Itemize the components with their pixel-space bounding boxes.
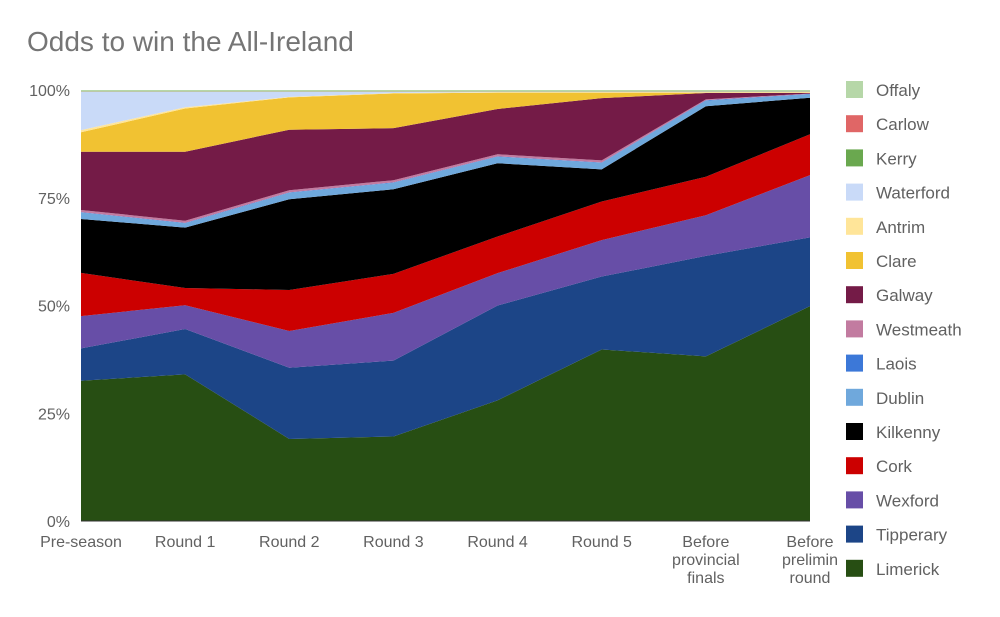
legend-label: Antrim bbox=[876, 218, 925, 237]
area-tipperary bbox=[81, 237, 810, 439]
legend-item-offaly: Offaly bbox=[846, 81, 921, 100]
y-tick-label: 25% bbox=[38, 406, 70, 423]
legend-swatch bbox=[846, 320, 863, 338]
legend-item-tipperary: Tipperary bbox=[846, 525, 948, 545]
area-wexford bbox=[81, 175, 810, 368]
legend-label: Carlow bbox=[876, 115, 930, 134]
area-cork bbox=[81, 134, 810, 331]
legend-item-carlow: Carlow bbox=[846, 115, 930, 134]
x-tick-label: Round 3 bbox=[363, 534, 424, 551]
legend-item-kerry: Kerry bbox=[846, 149, 917, 168]
legend-swatch bbox=[846, 183, 863, 201]
plot-areas bbox=[81, 90, 810, 521]
area-kilkenny bbox=[81, 97, 810, 290]
axes: 0% 25% 50% 75% 100% Pre-season Round 1 Round 2 R… bbox=[29, 83, 838, 587]
legend-swatch bbox=[846, 81, 863, 98]
legend-item-waterford: Waterford bbox=[846, 183, 950, 203]
legend-swatch bbox=[846, 525, 863, 543]
legend-label: Westmeath bbox=[876, 320, 962, 339]
legend-label: Clare bbox=[876, 252, 917, 271]
legend-item-cork: Cork bbox=[846, 457, 912, 476]
legend-label: Tipperary bbox=[876, 526, 948, 545]
legend-label: Galway bbox=[876, 286, 933, 305]
x-tick-label: Before prelimin round bbox=[782, 534, 838, 587]
legend-label: Kilkenny bbox=[876, 423, 941, 442]
legend-label: Limerick bbox=[876, 560, 940, 579]
area-offaly bbox=[81, 90, 810, 92]
legend-label: Dublin bbox=[876, 389, 924, 408]
legend-item-laois: Laois bbox=[846, 354, 917, 374]
legend-item-antrim: Antrim bbox=[846, 217, 925, 237]
x-tick-label: Round 1 bbox=[155, 534, 216, 551]
legend-swatch bbox=[846, 286, 863, 304]
legend-swatch bbox=[846, 115, 863, 133]
legend-label: Waterford bbox=[876, 184, 950, 203]
legend-swatch bbox=[846, 388, 863, 406]
area-clare bbox=[81, 92, 810, 152]
x-tick-label: Round 4 bbox=[467, 534, 528, 551]
legend-swatch bbox=[846, 354, 863, 372]
legend-label: Laois bbox=[876, 355, 917, 374]
area-waterford bbox=[81, 91, 810, 131]
y-tick-label: 100% bbox=[29, 83, 70, 100]
legend-item-galway: Galway bbox=[846, 286, 933, 305]
area-limerick bbox=[81, 306, 810, 521]
legend: Offaly Carlow Kerry Waterford Antrim Clare Gal… bbox=[846, 81, 962, 579]
x-tick-label: Round 5 bbox=[571, 534, 632, 551]
legend-item-clare: Clare bbox=[846, 252, 917, 271]
x-tick-label: Pre-season bbox=[40, 534, 122, 551]
legend-label: Kerry bbox=[876, 149, 917, 168]
legend-swatch bbox=[846, 217, 863, 235]
legend-item-dublin: Dublin bbox=[846, 388, 924, 408]
legend-swatch bbox=[846, 491, 863, 509]
legend-swatch bbox=[846, 559, 863, 577]
legend-swatch bbox=[846, 252, 863, 269]
legend-label: Offaly bbox=[876, 81, 921, 100]
legend-item-wexford: Wexford bbox=[846, 491, 939, 510]
legend-swatch bbox=[846, 457, 863, 475]
legend-swatch bbox=[846, 149, 863, 167]
legend-swatch bbox=[846, 423, 863, 440]
y-tick-label: 0% bbox=[47, 514, 70, 531]
x-tick-label: Round 2 bbox=[259, 534, 320, 551]
chart-title: Odds to win the All-Ireland bbox=[27, 26, 354, 57]
legend-label: Wexford bbox=[876, 491, 939, 510]
legend-item-kilkenny: Kilkenny bbox=[846, 423, 941, 442]
y-tick-label: 50% bbox=[38, 299, 70, 316]
x-tick-label: Before provincial finals bbox=[672, 534, 740, 587]
legend-item-limerick: Limerick bbox=[846, 559, 940, 579]
legend-label: Cork bbox=[876, 457, 912, 476]
y-tick-label: 75% bbox=[38, 191, 70, 208]
area-galway bbox=[81, 92, 810, 221]
legend-item-westmeath: Westmeath bbox=[846, 320, 962, 339]
